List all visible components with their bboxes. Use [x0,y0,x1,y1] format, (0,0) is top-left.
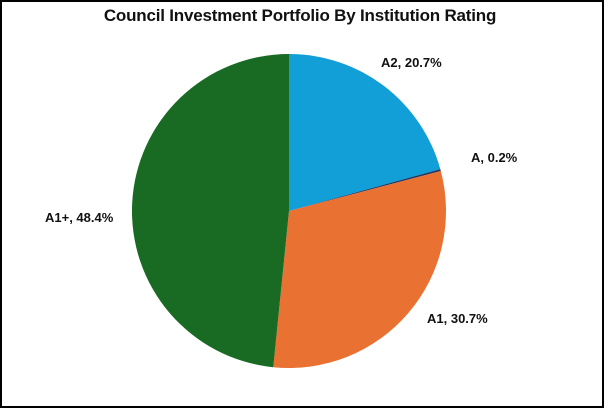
slice-a1 [273,171,447,369]
slice-a1-plus [131,53,289,368]
data-label-a: A, 0.2% [471,150,518,165]
slice-a [289,169,441,211]
chart-title: Council Investment Portfolio By Institut… [103,6,497,25]
data-label-a1-plus: A1+, 48.4% [45,210,114,225]
data-label-a2: A2, 20.7% [381,55,442,70]
data-label-a1: A1, 30.7% [427,311,488,326]
slice-a2 [289,54,441,211]
